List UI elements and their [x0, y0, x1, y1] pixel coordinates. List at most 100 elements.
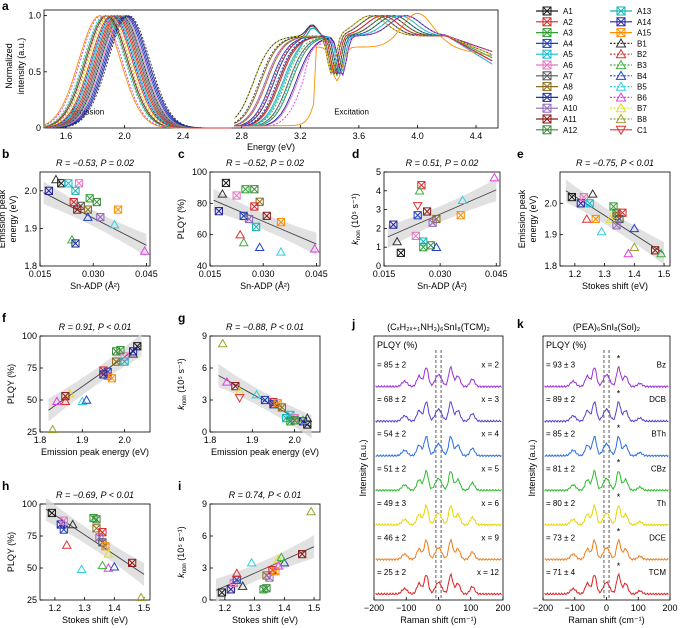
point-f-B4: [81, 395, 92, 404]
raman-trace-k-4: [544, 503, 669, 527]
xtick-label-j: −200: [364, 603, 384, 613]
xtick-label-f: 2.0: [118, 435, 131, 445]
legend-marker-A15: [616, 28, 626, 38]
xlabel-k: Raman shift (cm⁻¹): [568, 615, 644, 625]
legend-marker-A11: [542, 114, 552, 124]
trace-name-j-2: x = 4: [481, 430, 499, 439]
ytick-label-b: 2.0: [24, 186, 37, 196]
xtick-label-j: 0: [436, 603, 441, 613]
raman-trace-k-1: [544, 401, 669, 423]
point-f-A12: [112, 347, 121, 356]
fit-line-g: [218, 375, 312, 428]
xtick-label-h: 1.5: [138, 603, 151, 613]
raman-trace-j-2: [375, 435, 502, 458]
plot-frame-g: [209, 335, 321, 433]
panel-label-b: b: [2, 147, 9, 161]
plot-frame-b: [39, 171, 151, 267]
point-d-A11: [422, 207, 432, 216]
xtick-label-d: 0.015: [373, 269, 396, 279]
legend-label-B1: B1: [637, 39, 647, 48]
xtick-label-a: 3.2: [294, 131, 307, 141]
point-h-B4: [109, 561, 120, 571]
excitation-curve-A1: [234, 15, 493, 119]
fit-line-f: [48, 344, 142, 411]
xtick-label-g: 2.0: [288, 435, 301, 445]
point-b-A15: [113, 205, 123, 214]
point-h-B7: [103, 548, 114, 558]
legend-label-B4: B4: [637, 72, 647, 81]
ytick-label-g: 3: [202, 395, 207, 405]
point-i-B5: [246, 557, 257, 567]
xlabel-a: Energy (eV): [247, 142, 295, 152]
ylabel-f: PLQY (%): [6, 364, 16, 404]
panel-a: a 1.6 2.0 2.4 2.8 3.2 3.6 4.0 4.4 0 0.5 1.0 Energy …: [2, 0, 652, 152]
raman-trace-k-6: [544, 572, 669, 596]
xtick-label-b: 0.015: [29, 269, 52, 279]
plqy-value-j-6: = 25 ± 2: [377, 568, 407, 577]
legend-label-A14: A14: [637, 18, 652, 27]
ytick-label-g: 9: [202, 331, 207, 341]
point-i-A1: [217, 588, 226, 597]
point-f-A8: [112, 357, 121, 366]
ylabel-j: Intensity (a.u.): [358, 439, 368, 496]
point-h-A15: [101, 542, 110, 551]
point-c-A1: [221, 178, 231, 188]
xtick-label-e: 1.2: [569, 269, 582, 279]
ytick-label-h: 75: [27, 531, 37, 541]
xtick-label-a: 4.4: [470, 131, 483, 141]
point-h-A10: [95, 533, 104, 542]
ytick-label-b: 1.8: [24, 261, 37, 271]
point-h-A4: [59, 525, 68, 534]
xlabel-c: Sn-ADP (Å²): [240, 281, 290, 291]
point-c-A14: [214, 207, 223, 216]
legend-marker-C1: [615, 125, 627, 136]
xtick-label-d: 0.045: [485, 269, 508, 279]
point-b-B5: [109, 219, 120, 229]
fit-line-d: [387, 189, 497, 238]
xtick-label-k: 100: [631, 603, 646, 613]
trace-name-j-0: x = 2: [481, 361, 499, 370]
ylabel-h: PLQY (%): [6, 532, 16, 572]
point-h-B2: [61, 539, 72, 549]
excitation-curve-B5: [234, 15, 493, 127]
xtick-label-b: 0.045: [135, 269, 158, 279]
plqy-value-k-4: = 80 ± 2: [546, 499, 576, 508]
plot-frame-i: [209, 503, 321, 601]
xtick-label-k: −200: [533, 603, 553, 613]
trace-name-k-5: DCE: [649, 533, 666, 542]
xlabel-i: Stokes shift (eV): [232, 615, 298, 625]
point-f-A1: [133, 342, 142, 351]
point-e-A10: [612, 221, 621, 230]
legend-label-B8: B8: [637, 115, 647, 124]
panel-label-i: i: [178, 479, 181, 493]
ytick-label-f: 50: [27, 395, 37, 405]
point-g-B6: [221, 376, 232, 386]
xtick-label-f: 1.8: [34, 435, 47, 445]
trace-name-j-4: x = 6: [481, 499, 499, 508]
point-b-A3: [85, 194, 94, 203]
plot-frame-e: [559, 171, 671, 267]
raman-trace-j-4: [375, 503, 502, 527]
xtick-label-e: 1.5: [658, 269, 671, 279]
xtick-label-k: 0: [604, 603, 609, 613]
xtick-label-b: 0.030: [82, 269, 105, 279]
excitation-curve-A15: [234, 13, 493, 127]
point-h-A2: [98, 528, 107, 537]
fit-line-h: [45, 508, 145, 575]
point-b-A5: [64, 179, 73, 188]
xtick-label-k: −100: [565, 603, 585, 613]
xtick-label-a: 2.4: [177, 131, 190, 141]
legend-marker-A4: [542, 38, 552, 48]
plqy-value-k-3: = 81 ± 2: [546, 464, 576, 473]
excitation-curve-C1: [234, 15, 493, 127]
point-e-B7: [605, 214, 616, 223]
panel-label-a: a: [2, 0, 9, 13]
ylabel-b-line1: Emission peak: [0, 189, 7, 248]
point-g-A4: [260, 395, 270, 405]
point-i-A11: [298, 550, 307, 559]
legend-label-A6: A6: [563, 61, 573, 70]
legend-label-C1: C1: [637, 126, 648, 135]
raman-trace-j-3: [375, 469, 502, 492]
plqy-value-j-5: = 46 ± 2: [377, 533, 407, 542]
